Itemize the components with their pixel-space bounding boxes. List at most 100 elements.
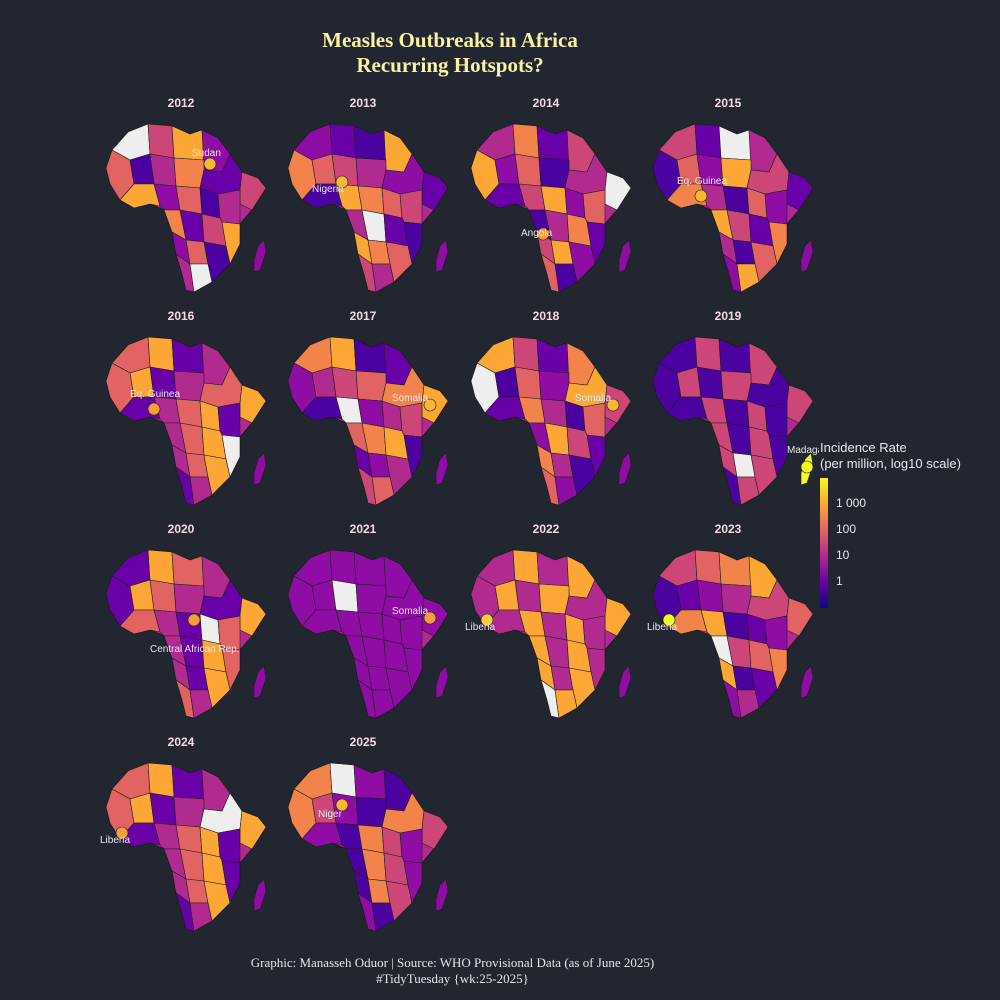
- legend-tick-1000: 1 000: [836, 496, 867, 510]
- panel-year-label: 2012: [167, 96, 195, 110]
- country-region: [722, 466, 742, 506]
- hotspot-label: Madagascar: [787, 445, 819, 456]
- country-region: [768, 647, 788, 691]
- country-region: [736, 263, 760, 293]
- map-panel-2017: 2017 Somalia: [272, 309, 454, 519]
- country-region: [173, 157, 205, 189]
- country-region: [554, 689, 578, 719]
- madagascar-region: [435, 665, 449, 699]
- hotspot-country: [800, 460, 814, 474]
- africa-choropleth-map: Angola: [470, 123, 632, 293]
- country-region: [586, 647, 606, 691]
- country-region: [722, 679, 742, 719]
- caption-line-2: #TidyTuesday {wk:25-2025}: [376, 971, 529, 986]
- country-region: [536, 338, 570, 374]
- country-region: [175, 892, 195, 932]
- legend-title: Incidence Rate (per million, log10 scale…: [820, 440, 990, 472]
- madagascar-region: [618, 452, 632, 486]
- title-line-1: Measles Outbreaks in Africa: [322, 28, 578, 52]
- panel-year-label: 2023: [714, 522, 742, 536]
- country-region: [540, 679, 560, 719]
- hotspot-label: Nigeria: [312, 184, 344, 195]
- hotspot-country: [187, 613, 201, 627]
- madagascar-region: [253, 452, 267, 486]
- hotspot-country: [335, 175, 349, 189]
- madagascar-region: [800, 239, 814, 273]
- hotspot-country: [606, 398, 620, 412]
- country-region: [786, 597, 814, 637]
- panel-year-label: 2015: [714, 96, 742, 110]
- country-region: [514, 366, 542, 400]
- madagascar-region: [253, 878, 267, 912]
- country-region: [329, 336, 357, 372]
- hotspot-label: Eq. Guinea: [130, 389, 180, 400]
- country-region: [355, 157, 387, 189]
- country-region: [512, 123, 540, 159]
- country-region: [568, 241, 596, 283]
- country-region: [147, 549, 175, 585]
- panel-year-label: 2013: [349, 96, 377, 110]
- country-region: [189, 263, 213, 293]
- country-region: [355, 370, 387, 402]
- madagascar-region: [253, 239, 267, 273]
- country-region: [353, 125, 387, 161]
- country-region: [694, 549, 722, 585]
- panel-year-label: 2020: [167, 522, 195, 536]
- country-region: [421, 810, 449, 850]
- legend-title-line-2: (per million, log10 scale): [820, 456, 961, 471]
- country-region: [718, 338, 752, 374]
- country-region: [385, 241, 413, 283]
- legend-tick-100: 100: [836, 522, 857, 536]
- legend-tick-10: 10: [836, 548, 850, 562]
- country-region: [514, 153, 542, 187]
- country-region: [357, 892, 377, 932]
- country-region: [175, 466, 195, 506]
- country-region: [353, 338, 387, 374]
- country-region: [764, 402, 788, 438]
- africa-choropleth-map: Madagascar: [652, 336, 819, 506]
- country-region: [147, 123, 175, 159]
- africa-choropleth-map: Eq. Guinea: [105, 336, 267, 506]
- hotspot-country: [147, 402, 161, 416]
- country-region: [171, 551, 205, 587]
- country-region: [722, 253, 742, 293]
- madagascar-region: [618, 665, 632, 699]
- country-region: [385, 667, 413, 709]
- hotspot-label: Central African Rep.: [150, 644, 240, 655]
- legend-title-line-1: Incidence Rate: [820, 440, 907, 455]
- country-region: [403, 221, 423, 265]
- country-region: [768, 221, 788, 265]
- map-panel-2024: 2024 Liberia: [90, 735, 272, 945]
- map-panel-2025: 2025 Niger: [272, 735, 454, 945]
- country-region: [586, 434, 606, 478]
- hotspot-label: Eq. Guinea: [677, 176, 727, 187]
- country-region: [329, 549, 357, 585]
- country-region: [764, 189, 788, 225]
- country-region: [355, 796, 387, 828]
- hotspot-label: Somalia: [392, 393, 429, 404]
- hotspot-label: Liberia: [647, 622, 677, 633]
- country-region: [221, 221, 241, 265]
- country-region: [750, 454, 778, 496]
- africa-choropleth-map: Sudan: [105, 123, 267, 293]
- country-region: [582, 615, 606, 651]
- madagascar-region: [435, 878, 449, 912]
- map-panel-2018: 2018 Somalia: [455, 309, 637, 519]
- country-region: [696, 579, 724, 613]
- country-region: [736, 689, 760, 719]
- country-region: [357, 466, 377, 506]
- country-region: [403, 434, 423, 478]
- hotspot-label: Liberia: [465, 622, 495, 633]
- africa-choropleth-map: Liberia: [647, 549, 814, 719]
- country-region: [768, 434, 788, 478]
- country-region: [399, 189, 423, 225]
- country-region: [149, 153, 177, 187]
- legend-colorbar: [820, 478, 828, 608]
- map-panel-2023: 2023 Liberia: [637, 522, 819, 732]
- africa-choropleth-map: Nigeria: [287, 123, 449, 293]
- panel-year-label: 2021: [349, 522, 377, 536]
- country-region: [217, 828, 241, 864]
- map-panel-2022: 2022 Liberia: [455, 522, 637, 732]
- madagascar-region: [800, 665, 814, 699]
- country-region: [694, 336, 722, 372]
